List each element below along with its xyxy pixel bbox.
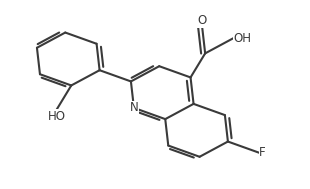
Text: O: O	[197, 14, 207, 27]
Text: HO: HO	[48, 109, 66, 122]
Text: OH: OH	[233, 32, 251, 45]
Text: F: F	[259, 146, 266, 159]
Text: N: N	[130, 101, 138, 114]
